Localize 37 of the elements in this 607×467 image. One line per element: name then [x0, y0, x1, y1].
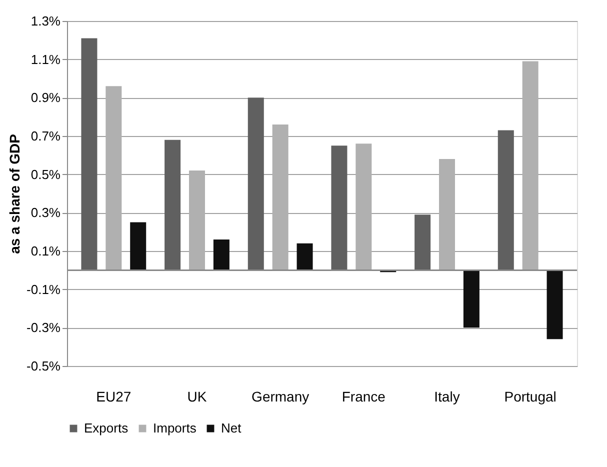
- y-tick-label: -0.5%: [26, 358, 61, 374]
- bar: [546, 270, 563, 340]
- legend-label: Exports: [84, 420, 129, 436]
- x-tick-label: UK: [187, 388, 208, 404]
- y-tick-label: 0.7%: [30, 128, 61, 144]
- bar: [189, 170, 205, 270]
- bar: [439, 159, 455, 270]
- bar: [522, 61, 538, 270]
- x-tick-label: Germany: [252, 388, 310, 404]
- y-axis-title: as a share of GDP: [6, 134, 23, 254]
- legend-label: Imports: [153, 420, 197, 436]
- bar: [164, 140, 181, 270]
- y-tick-label: 0.5%: [30, 166, 61, 182]
- bar: [296, 243, 313, 270]
- y-tick-label: 1.3%: [30, 14, 61, 28]
- bar: [130, 222, 146, 270]
- y-tick-label: -0.1%: [26, 282, 61, 297]
- bar: [414, 214, 431, 270]
- bar: [106, 86, 122, 270]
- bar: [498, 130, 514, 270]
- x-tick-label: EU27: [96, 388, 132, 404]
- bar: [248, 98, 264, 270]
- y-tick-label: -0.3%: [26, 320, 61, 336]
- bar: [331, 146, 348, 270]
- legend-label: Net: [221, 420, 242, 436]
- x-tick-label: Italy: [434, 388, 460, 404]
- y-tick-label: 1.1%: [30, 52, 61, 67]
- y-tick-label: 0.3%: [30, 205, 61, 220]
- y-tick-label: 0.9%: [30, 90, 61, 106]
- bar: [356, 144, 372, 270]
- bar: [81, 38, 98, 270]
- bar: [463, 270, 480, 328]
- bar: [272, 124, 288, 270]
- x-tick-label: France: [342, 388, 386, 404]
- x-tick-label: Portugal: [504, 388, 556, 404]
- bar: [213, 240, 230, 270]
- y-tick-label: 0.1%: [30, 244, 61, 258]
